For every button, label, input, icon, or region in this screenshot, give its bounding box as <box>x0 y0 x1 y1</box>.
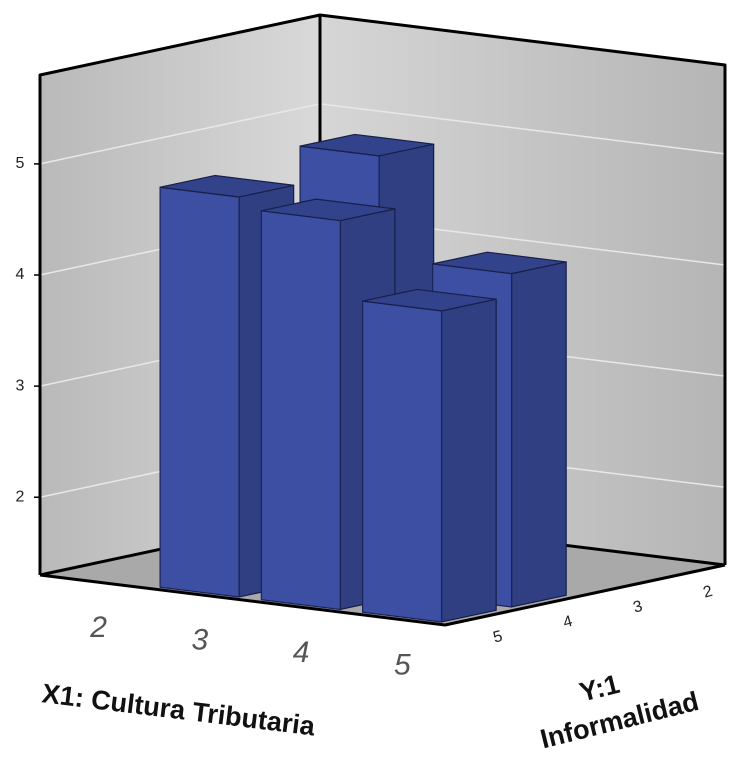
depth-tick-label: 2 <box>701 583 714 602</box>
bar-front <box>361 300 443 623</box>
bar-top <box>159 174 295 198</box>
bar-front <box>260 210 341 611</box>
bar <box>361 288 497 623</box>
x-axis-title: X1: Cultura Tributaria <box>40 678 317 741</box>
depth-tick-label: 4 <box>561 613 574 632</box>
depth-axis-title: Y:1 <box>577 669 623 708</box>
y-tick-label: 5 <box>16 155 25 172</box>
frame-edge <box>39 563 726 627</box>
x-tick-label: 3 <box>192 624 209 657</box>
y-tick-label: 3 <box>16 377 25 394</box>
bar-front <box>159 186 240 598</box>
depth-tick-label: 5 <box>491 628 504 647</box>
bar-top <box>299 133 435 157</box>
bar-top <box>361 288 497 312</box>
bar-top <box>431 251 567 275</box>
y-tick-label: 4 <box>16 266 25 283</box>
bar-side <box>440 298 497 623</box>
y-tick-label: 2 <box>16 488 25 505</box>
x-tick-label: 4 <box>293 636 310 669</box>
depth-tick-label: 3 <box>631 598 644 617</box>
bar-side <box>510 261 567 608</box>
bar-top <box>260 198 396 222</box>
x-tick-label: 5 <box>394 649 411 682</box>
x-tick-label: 2 <box>89 611 107 644</box>
